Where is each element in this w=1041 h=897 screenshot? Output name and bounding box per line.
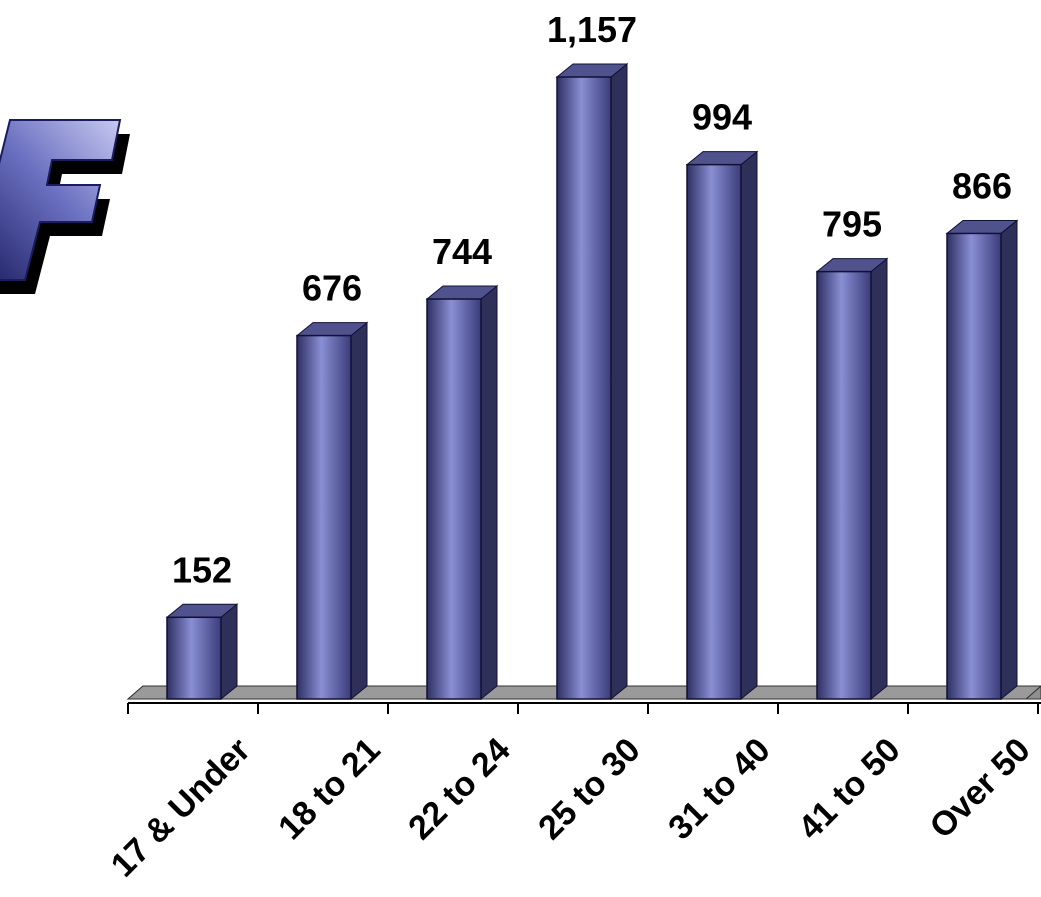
bars-group (165, 62, 1019, 701)
data-label: 676 (302, 268, 362, 309)
data-label: 744 (432, 231, 492, 272)
bar-front (296, 334, 352, 700)
bar (685, 150, 759, 701)
data-label: 795 (822, 204, 882, 245)
data-label: 866 (952, 165, 1012, 206)
x-tick-label: 22 to 24 (401, 731, 517, 847)
value-labels-group: 152 676 744 1,157 994 795 866 (172, 9, 1012, 590)
data-label: 994 (692, 97, 752, 138)
bar-front (816, 270, 872, 700)
bar-front (166, 616, 222, 700)
x-tick-label: 17 & Under (104, 731, 258, 885)
x-tick-label: 31 to 40 (661, 731, 777, 847)
f-logo-icon (0, 119, 130, 294)
bar (425, 284, 499, 701)
bar-side (480, 284, 498, 701)
x-tick-label: 25 to 30 (531, 731, 647, 847)
bar (165, 603, 239, 701)
tick-labels-group: 17 & Under 18 to 21 22 to 24 25 to 30 31 to … (104, 731, 1038, 885)
bar-front (556, 76, 612, 700)
x-tick-label: 18 to 21 (271, 731, 387, 847)
bar (815, 257, 889, 701)
data-label: 1,157 (547, 9, 637, 50)
bar-side (1000, 219, 1018, 701)
bar (945, 219, 1019, 701)
bar-front (686, 163, 742, 700)
bar-side (610, 62, 628, 701)
bar-front (426, 298, 482, 700)
x-tick-label: Over 50 (923, 731, 1038, 846)
bar-side (870, 257, 888, 701)
bar-side (350, 321, 368, 701)
data-label: 152 (172, 549, 232, 590)
bar (555, 62, 629, 701)
x-tick-label: 41 to 50 (791, 731, 907, 847)
bar-front (946, 232, 1002, 700)
bar (295, 321, 369, 701)
bar-side (220, 603, 238, 701)
x-axis-ticks (127, 703, 1039, 714)
bar-side (740, 150, 758, 701)
